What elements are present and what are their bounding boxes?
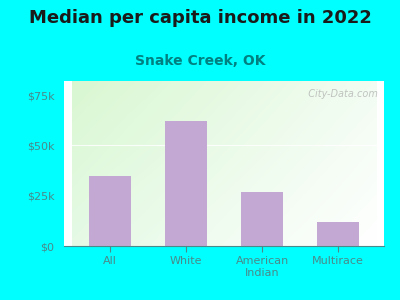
Text: City-Data.com: City-Data.com bbox=[302, 89, 378, 99]
Text: Snake Creek, OK: Snake Creek, OK bbox=[135, 54, 265, 68]
Bar bbox=[317, 222, 359, 246]
Bar bbox=[165, 121, 207, 246]
Bar bbox=[241, 192, 283, 246]
Bar bbox=[89, 176, 131, 246]
Text: Median per capita income in 2022: Median per capita income in 2022 bbox=[28, 9, 372, 27]
